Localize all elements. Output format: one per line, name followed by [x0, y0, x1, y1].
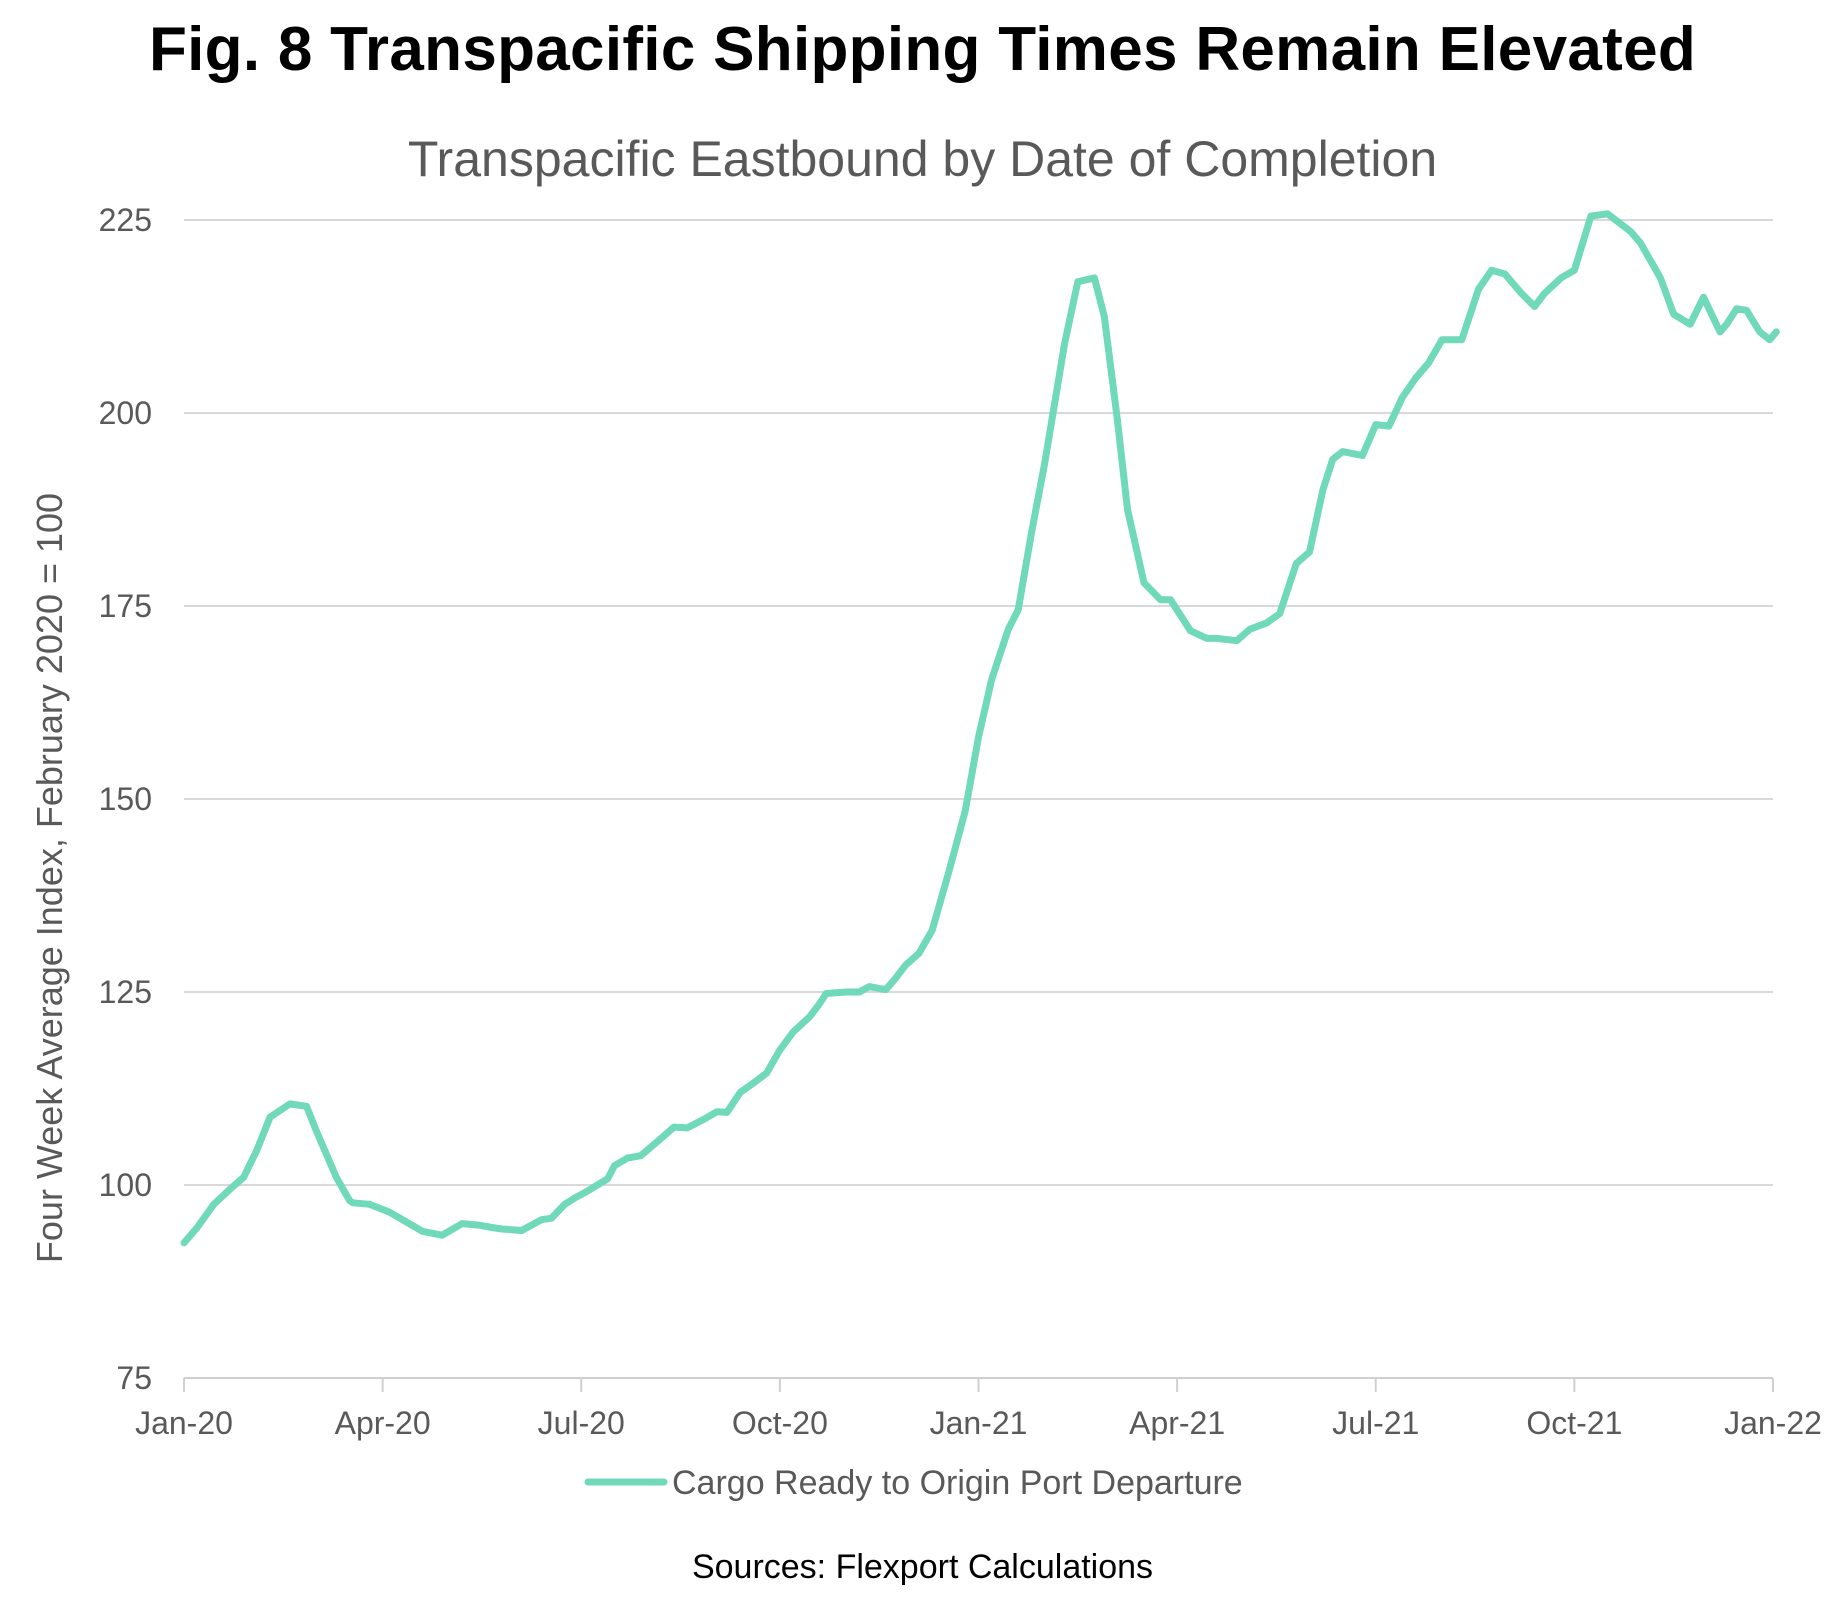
y-tick-label: 200: [99, 395, 152, 431]
x-tick-label: Jul-21: [1332, 1405, 1419, 1441]
x-tick-label: Jan-21: [930, 1405, 1028, 1441]
legend-label: Cargo Ready to Origin Port Departure: [672, 1464, 1243, 1502]
legend: Cargo Ready to Origin Port Departure: [584, 1464, 1243, 1502]
gridlines: [184, 219, 1773, 1186]
x-tick-label: Jul-20: [538, 1405, 625, 1441]
x-axis-tick-labels: Jan-20 Apr-20 Jul-20 Oct-20 Jan-21 Apr-21 Jul-…: [135, 1405, 1822, 1441]
y-axis-title: Four Week Average Index, February 2020 =…: [29, 493, 70, 1263]
series-line-0: [180, 210, 1780, 1247]
sources-note: Sources: Flexport Calculations: [691, 1548, 1154, 1586]
x-tick-label: Oct-21: [1526, 1405, 1622, 1441]
y-axis-tick-labels: 75 100 125 150 175 200 225: [99, 202, 152, 1396]
x-tick-label: Oct-20: [732, 1405, 828, 1441]
y-tick-label: 75: [116, 1360, 152, 1396]
x-tick-label: Jan-22: [1724, 1405, 1822, 1441]
x-tick-label: Jan-20: [135, 1405, 233, 1441]
chart-title: Fig. 8 Transpacific Shipping Times Remai…: [148, 15, 1697, 84]
y-tick-label: 150: [99, 781, 152, 817]
series-layer: [180, 210, 1780, 1247]
x-tick-label: Apr-20: [335, 1405, 431, 1441]
y-tick-label: 100: [99, 1167, 152, 1203]
x-tick-label: Apr-21: [1129, 1405, 1225, 1441]
chart-subtitle: Transpacific Eastbound by Date of Comple…: [407, 131, 1438, 187]
y-tick-label: 225: [99, 202, 152, 238]
y-tick-label: 175: [99, 588, 152, 624]
y-tick-label: 125: [99, 974, 152, 1010]
x-axis: [183, 1377, 1774, 1392]
